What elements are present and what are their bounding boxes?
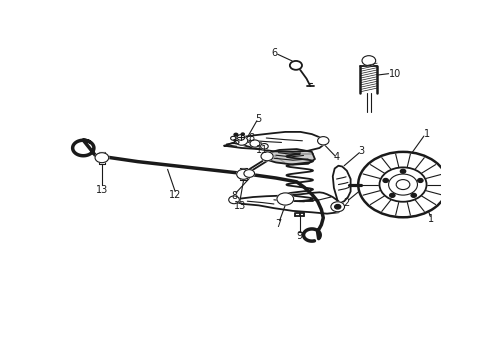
Circle shape — [396, 180, 410, 190]
Circle shape — [234, 133, 238, 136]
Circle shape — [261, 152, 273, 161]
Text: 3: 3 — [358, 146, 365, 156]
Text: 8: 8 — [248, 133, 254, 143]
Circle shape — [237, 135, 245, 140]
Circle shape — [411, 193, 416, 197]
Circle shape — [277, 193, 294, 205]
Circle shape — [290, 61, 302, 70]
Circle shape — [250, 140, 260, 147]
Text: 11: 11 — [256, 145, 269, 156]
Circle shape — [379, 167, 427, 202]
Text: 12: 12 — [169, 190, 181, 201]
Text: 4: 4 — [334, 152, 340, 162]
Text: 9: 9 — [296, 231, 303, 241]
Circle shape — [417, 179, 423, 183]
Text: 13: 13 — [96, 185, 108, 194]
Text: 2: 2 — [343, 198, 350, 208]
Circle shape — [236, 136, 248, 145]
Text: 8: 8 — [231, 191, 237, 201]
Circle shape — [335, 204, 341, 209]
Circle shape — [229, 196, 239, 204]
Circle shape — [383, 179, 389, 183]
Circle shape — [95, 153, 109, 163]
Circle shape — [244, 170, 254, 177]
Text: 1: 1 — [423, 129, 430, 139]
Circle shape — [331, 202, 344, 212]
Text: 1: 1 — [428, 214, 435, 224]
Polygon shape — [265, 149, 315, 165]
Text: 7: 7 — [275, 219, 282, 229]
Text: 13: 13 — [234, 201, 246, 211]
Circle shape — [261, 144, 268, 149]
Circle shape — [358, 152, 448, 217]
Circle shape — [389, 174, 417, 195]
Text: 10: 10 — [389, 69, 401, 79]
Circle shape — [362, 56, 376, 66]
Circle shape — [400, 169, 406, 173]
Circle shape — [237, 169, 250, 179]
Text: 6: 6 — [271, 48, 277, 58]
Text: 5: 5 — [255, 114, 261, 123]
Circle shape — [241, 133, 245, 135]
Circle shape — [390, 193, 395, 197]
Circle shape — [318, 136, 329, 145]
